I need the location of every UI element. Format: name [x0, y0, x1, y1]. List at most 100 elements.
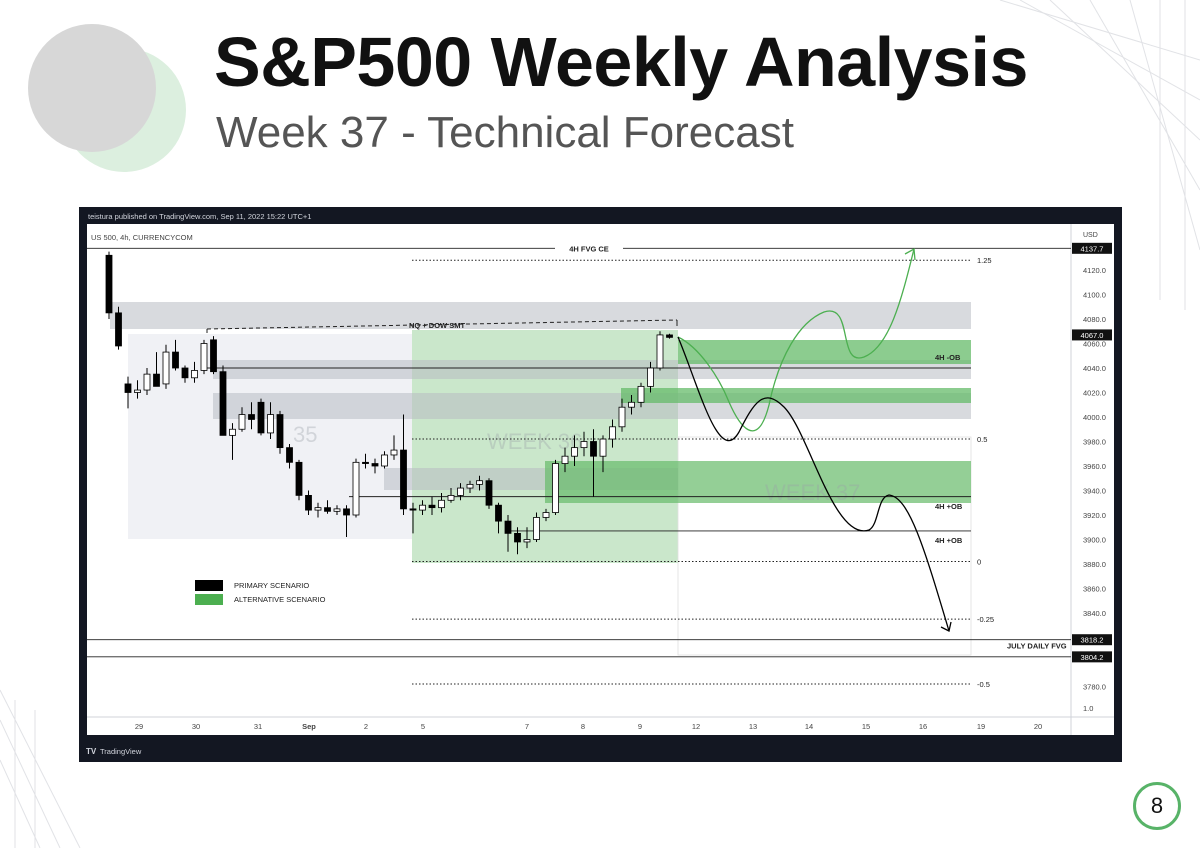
candle-body-49 — [571, 447, 578, 457]
candle-body-28 — [371, 463, 379, 467]
candle-body-35 — [438, 499, 445, 509]
level-label-3: 0.5 — [977, 435, 987, 444]
week-35-label: 35 — [293, 422, 317, 447]
slide-title: S&P500 Weekly Analysis — [214, 23, 1028, 101]
level-label-6: 0 — [977, 558, 981, 567]
time-label-13: 16 — [919, 722, 927, 731]
legend: PRIMARY SCENARIO ALTERNATIVE SCENARIO — [195, 580, 326, 605]
week-36-label: WEEK 36 — [487, 429, 582, 454]
legend-primary-label: PRIMARY SCENARIO — [234, 581, 309, 590]
legend-swatch-primary — [195, 580, 223, 591]
candle-body-52 — [599, 438, 607, 457]
candle-body-54 — [618, 406, 626, 428]
decor-grey-circle — [28, 24, 156, 152]
candle-body-11 — [210, 339, 217, 373]
time-label-4: 2 — [364, 722, 368, 731]
candles — [105, 251, 673, 555]
price-tick-7: 3980.0 — [1083, 438, 1106, 447]
week-37-label: WEEK 37 — [765, 480, 860, 505]
smt-line — [206, 319, 678, 330]
grey-zone-top — [110, 302, 971, 329]
time-label-10: 13 — [749, 722, 757, 731]
candle-body-10 — [200, 343, 208, 371]
price-tick-1: 4100.0 — [1083, 291, 1106, 300]
candle-body-55 — [628, 401, 635, 408]
candle-body-26 — [352, 461, 360, 516]
currency-label: USD — [1083, 232, 1098, 239]
price-tick-13: 3860.0 — [1083, 585, 1106, 594]
ob-label-bearish: 4H -OB — [935, 353, 961, 362]
tradingview-chart[interactable]: teistura published on TradingView.com, S… — [79, 207, 1122, 762]
tradingview-logo-icon: TV — [86, 747, 97, 756]
price-tick-0: 4120.0 — [1083, 266, 1106, 275]
chart-header: teistura published on TradingView.com, S… — [88, 212, 311, 221]
week37-projection-box — [677, 436, 972, 656]
price-tag-3: 3804.2 — [1081, 653, 1104, 662]
candle-body-42 — [504, 520, 512, 534]
candle-body-17 — [267, 414, 274, 434]
candle-body-27 — [362, 461, 369, 464]
candle-body-23 — [324, 507, 331, 512]
time-label-8: 9 — [638, 722, 642, 731]
candle-body-34 — [428, 504, 436, 509]
candle-body-16 — [257, 401, 265, 434]
time-label-12: 15 — [862, 722, 870, 731]
candle-body-58 — [656, 334, 664, 369]
level-label-bg-0 — [555, 243, 623, 253]
price-tick-5: 4020.0 — [1083, 389, 1106, 398]
candle-body-20 — [295, 461, 303, 496]
price-axis-extra: 1.0 — [1083, 704, 1093, 713]
candle-body-31 — [400, 449, 407, 510]
candle-body-24 — [333, 508, 341, 512]
price-tick-11: 3900.0 — [1083, 536, 1106, 545]
level-label-7: -0.25 — [977, 615, 994, 624]
week-watermarks: 35 WEEK 36 WEEK 37 — [293, 422, 860, 505]
smt-annotation: NQ + DOW SMT — [409, 321, 465, 330]
symbol-info: US 500, 4h, CURRENCYCOM — [91, 233, 193, 242]
candle-body-14 — [238, 414, 246, 430]
candle-body-21 — [305, 494, 312, 511]
price-tick-2: 4080.0 — [1083, 315, 1106, 324]
candle-body-48 — [561, 455, 569, 464]
primary-arrow-head — [940, 621, 952, 632]
candle-body-4 — [143, 373, 151, 391]
time-label-14: 19 — [977, 722, 985, 731]
level-label-10: -0.5 — [977, 680, 990, 689]
candle-body-50 — [580, 441, 588, 449]
candle-body-13 — [229, 428, 236, 436]
candle-body-44 — [523, 539, 531, 543]
ob-label-bullish-1: 4H +OB — [935, 502, 963, 511]
time-label-5: 5 — [421, 722, 425, 731]
time-label-9: 12 — [692, 722, 700, 731]
candle-body-9 — [191, 370, 198, 379]
price-tick-6: 4000.0 — [1083, 413, 1106, 422]
candle-body-18 — [276, 414, 284, 449]
time-axis-labels: 29 30 31 Sep 2 5 7 8 9 12 13 14 15 16 19 20 — [135, 722, 1042, 731]
level-label-8: JULY DAILY FVG — [1007, 642, 1067, 651]
ob-zone-upper — [678, 340, 971, 364]
price-tag-bg-0 — [1072, 242, 1112, 254]
alternative-scenario-path — [677, 248, 915, 432]
level-label-0: 4H FVG CE — [569, 244, 609, 253]
zone-labels: 4H -OB 4H +OB 4H +OB — [935, 353, 963, 545]
price-tags: 4137.7 4067.0 3818.2 3804.2 — [1072, 242, 1112, 663]
candle-body-8 — [181, 367, 189, 379]
price-tag-2: 3818.2 — [1081, 636, 1104, 645]
candle-body-40 — [485, 480, 493, 506]
slide-subtitle: Week 37 - Technical Forecast — [216, 108, 794, 157]
time-label-15: 20 — [1034, 722, 1042, 731]
zones — [110, 302, 972, 656]
page-number-badge: 8 — [1133, 782, 1181, 830]
candle-body-51 — [590, 441, 597, 457]
price-tag-bg-1 — [1072, 329, 1112, 341]
candle-body-57 — [647, 367, 654, 387]
candle-body-2 — [124, 383, 132, 393]
time-label-3: Sep — [302, 722, 316, 731]
candle-body-56 — [637, 385, 645, 403]
price-tag-bg-2 — [1072, 634, 1112, 646]
time-axis-area — [87, 717, 1114, 735]
legend-swatch-alternative — [195, 594, 223, 605]
candle-body-0 — [105, 254, 113, 314]
candle-body-45 — [533, 517, 540, 540]
candle-body-1 — [115, 312, 122, 347]
